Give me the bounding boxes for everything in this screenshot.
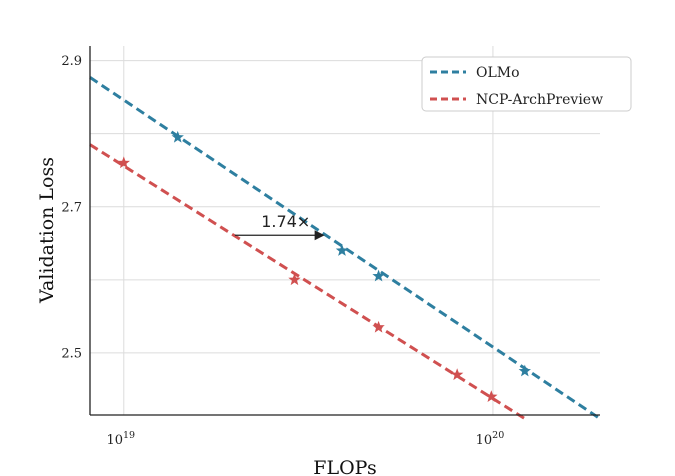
tick-labels: 2.5 2.7 2.9 1019 1020 — [61, 54, 504, 448]
data-point-olmo — [372, 269, 385, 282]
data-point-ncp-archpreview — [117, 156, 130, 169]
legend-label-ncp-archpreview: NCP-ArchPreview — [476, 92, 603, 108]
data-point-olmo — [171, 130, 184, 143]
legend-label-olmo: OLMo — [476, 65, 520, 81]
annotation-arrow-head — [314, 230, 325, 241]
legend: OLMo NCP-ArchPreview — [421, 56, 632, 112]
data-point-ncp-archpreview — [288, 273, 301, 286]
data-point-ncp-archpreview — [485, 390, 498, 402]
annotation-label: 1.74× — [261, 212, 310, 231]
legend-box — [421, 56, 632, 112]
data-point-olmo — [518, 364, 531, 377]
series-layer — [89, 76, 601, 420]
series-line-olmo — [89, 76, 601, 420]
data-point-olmo — [335, 244, 349, 256]
y-axis-title: Validation Loss — [36, 157, 58, 304]
x-tick-label: 1019 — [106, 430, 135, 448]
axes — [89, 46, 600, 416]
data-point-ncp-archpreview — [450, 368, 464, 381]
y-tick-label: 2.7 — [61, 200, 82, 215]
x-tick-label: 1020 — [476, 430, 505, 448]
annotation: 1.74× — [234, 212, 325, 241]
y-tick-label: 2.9 — [61, 54, 82, 69]
y-tick-label: 2.5 — [61, 346, 82, 361]
data-point-ncp-archpreview — [372, 320, 385, 333]
x-axis-title: FLOPs — [313, 457, 376, 476]
